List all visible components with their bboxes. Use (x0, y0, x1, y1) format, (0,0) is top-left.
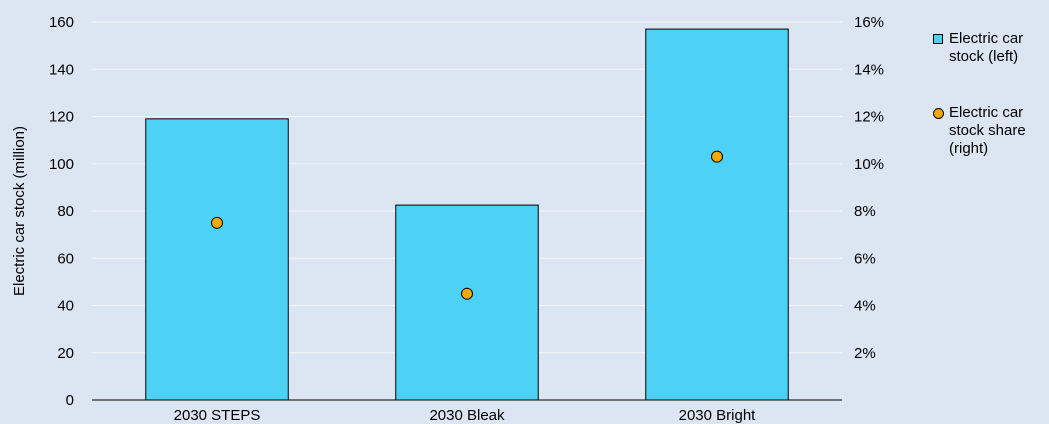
y2-tick-label: 10% (854, 156, 884, 173)
legend-item-share: Electric car stock share (right) (932, 104, 1047, 158)
legend-dot-swatch (933, 108, 944, 119)
share-point (461, 287, 473, 300)
legend: Electric car stock (left) Electric car s… (932, 30, 1047, 196)
legend-item-stock: Electric car stock (left) (932, 30, 1047, 66)
y2-tick-label: 8% (854, 203, 876, 220)
x-tick-label: 2030 STEPS (174, 407, 261, 424)
legend-bar-swatch (933, 34, 943, 44)
y-tick-label: 60 (57, 250, 74, 267)
y-tick-label: 120 (49, 109, 74, 126)
y-tick-label: 140 (49, 61, 74, 78)
y2-tick-label: 6% (854, 250, 876, 267)
share-points (211, 150, 723, 300)
y-tick-label: 40 (57, 298, 74, 315)
y-tick-label: 160 (49, 14, 74, 31)
bars (145, 28, 789, 401)
y-axis-title: Electric car stock (million) (11, 126, 28, 296)
bar (395, 204, 539, 401)
share-point (211, 216, 223, 229)
left-axis-ticks: 0 20 40 60 80 100 120 140 160 (49, 14, 74, 409)
legend-label-stock: Electric car stock (left) (949, 30, 1024, 65)
x-tick-label: 2030 Bleak (429, 407, 505, 424)
y-tick-label: 0 (66, 392, 74, 409)
y-tick-label: 100 (49, 156, 74, 173)
bar (645, 28, 789, 401)
bar (145, 118, 289, 401)
y2-tick-label: 16% (854, 14, 884, 31)
y-tick-label: 80 (57, 203, 74, 220)
y2-tick-label: 2% (854, 345, 876, 362)
y2-tick-label: 4% (854, 298, 876, 315)
y2-tick-label: 14% (854, 61, 884, 78)
y2-tick-label: 12% (854, 109, 884, 126)
right-axis-ticks: 2% 4% 6% 8% 10% 12% 14% 16% (854, 14, 884, 362)
x-tick-label: 2030 Bright (679, 407, 757, 424)
y-tick-label: 20 (57, 345, 74, 362)
category-labels: 2030 STEPS 2030 Bleak 2030 Bright (174, 407, 757, 424)
share-point (711, 150, 723, 163)
legend-label-share: Electric car stock share (right) (949, 104, 1026, 157)
